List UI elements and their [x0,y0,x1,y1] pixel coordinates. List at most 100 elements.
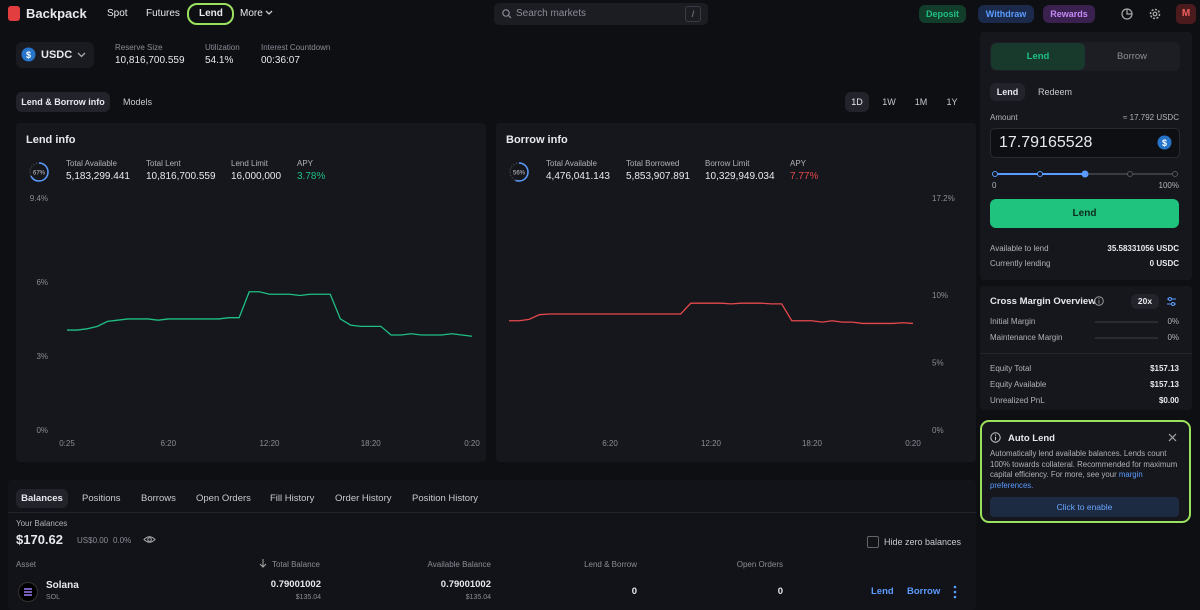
withdraw-button[interactable]: Withdraw [978,5,1034,23]
column-header: Available Balance [427,560,491,569]
row-label: Available to lend [990,244,1049,253]
subtab[interactable]: Redeem [1038,87,1073,97]
y-tick-label: 6% [36,278,48,287]
checkbox-label[interactable]: Hide zero balances [884,537,962,547]
tab[interactable]: Borrows [141,493,176,504]
row-value: $0.00 [1158,396,1179,405]
slider-min: 0 [992,181,997,190]
nav-link[interactable]: Futures [146,8,180,19]
row-label: Unrealized PnL [990,396,1045,405]
tab-active[interactable]: Lend & Borrow info [16,92,110,112]
toggle-lend[interactable]: Lend [991,43,1085,70]
svg-text:$: $ [26,50,31,60]
amount-value[interactable]: 17.79165528 [999,134,1093,151]
svg-text:$: $ [1162,138,1167,148]
divider [8,512,976,513]
amount-slider[interactable] [990,168,1180,180]
leverage[interactable]: 20x [1131,294,1159,309]
slider-max: 100% [1158,181,1179,190]
tab[interactable]: Open Orders [196,493,251,504]
borrow-chart: 0% 5% 10% 17.2% 6:20 12:20 18:20 0:20 [509,194,955,448]
row-label: Initial Margin [990,317,1036,326]
asset-name: Solana [46,580,79,591]
gauge-label: 67% [33,171,46,177]
stat-label: Borrow Limit [705,159,750,168]
margin-bar [1095,337,1158,339]
line-series [509,302,914,325]
y-tick-label: 17.2% [932,194,955,203]
auto-lend-text: Automatically lend available balances. L… [990,449,1180,491]
y-tick-label: 3% [36,352,48,361]
range-active[interactable]: 1D [845,92,869,112]
total-balance: 0.79001002 [270,579,321,590]
tab[interactable]: Positions [82,493,121,504]
x-tick-label: 6:20 [160,439,176,448]
section-title: Cross Margin Overview [990,296,1096,307]
top-nav: Backpack Spot Futures Lend More Search m… [0,0,1200,28]
available-balance-usd: $135.04 [465,594,491,601]
stat-label: Utilization [205,43,240,52]
range[interactable]: 1M [914,97,928,107]
nav-link[interactable]: More [240,8,263,19]
utilization-gauge: 56% [509,162,529,182]
row-value: $157.13 [1150,364,1179,373]
subtab-active[interactable]: Lend [990,83,1025,101]
tab[interactable]: Order History [335,493,392,504]
y-tick-label: 5% [932,359,944,368]
column-header: Open Orders [736,560,783,569]
nav-link[interactable]: Lend [199,8,223,19]
enable-button[interactable]: Click to enable [990,497,1179,517]
search-placeholder: Search markets [516,8,587,19]
amount-label: Amount [990,113,1018,122]
portfolio-icon[interactable] [1121,8,1133,20]
info-icon[interactable] [1094,296,1104,306]
gauge-arc [509,162,529,182]
close-icon[interactable] [1168,433,1177,442]
row-action[interactable]: Borrow [907,586,941,597]
stat-value: 10,329,949.034 [705,171,775,182]
tab[interactable]: Models [123,97,153,107]
rewards-button[interactable]: Rewards [1043,5,1095,23]
nav-link[interactable]: Spot [107,8,128,19]
auto-lend-title: Auto Lend [1008,433,1055,444]
stat-label: Total Lent [146,159,181,168]
row-value: 35.58331056 USDC [1107,244,1179,253]
gauge-arc [29,162,49,182]
tab[interactable]: Fill History [270,493,315,504]
x-tick-label: 0:20 [464,439,480,448]
adjust-icon[interactable] [1166,296,1177,307]
tab-active[interactable]: Balances [16,489,68,508]
row-value: 0 USDC [1149,259,1179,268]
settings-icon[interactable] [1149,8,1161,20]
sort-icon[interactable] [259,559,267,568]
stat-value: 7.77% [790,171,819,182]
deposit-button[interactable]: Deposit [919,5,966,23]
toggle-borrow[interactable]: Borrow [1116,51,1148,62]
brand[interactable]: Backpack [26,6,87,21]
avatar[interactable]: M [1176,4,1196,24]
balances-total: $170.62 [16,532,63,547]
auto-lend-link[interactable]: margin preferences. [990,470,1143,490]
column-header[interactable]: Total Balance [271,560,320,569]
more-icon[interactable] [952,585,958,599]
stat-value: 10,816,700.559 [146,171,216,182]
lend-button[interactable]: Lend [990,199,1179,228]
chevron [77,52,86,58]
x-tick-label: 18:20 [361,439,382,448]
stat-value: 4,476,041.143 [546,171,610,182]
margin-bar [1095,321,1158,323]
checkbox[interactable] [867,536,879,548]
row-action[interactable]: Lend [871,586,894,597]
x-tick-label: 0:25 [59,439,75,448]
tab[interactable]: Position History [412,493,478,504]
y-tick-label: 0% [932,426,944,435]
lend-info-panel [16,123,486,462]
amount-input[interactable] [990,128,1180,158]
eye-icon[interactable] [143,535,156,544]
stat-label: Reserve Size [115,43,163,52]
nav-link-active[interactable] [187,3,234,25]
range[interactable]: 1Y [946,97,958,107]
search-box[interactable] [494,3,708,25]
range[interactable]: 1W [882,97,896,107]
total-balance-usd: $135.04 [295,594,321,601]
